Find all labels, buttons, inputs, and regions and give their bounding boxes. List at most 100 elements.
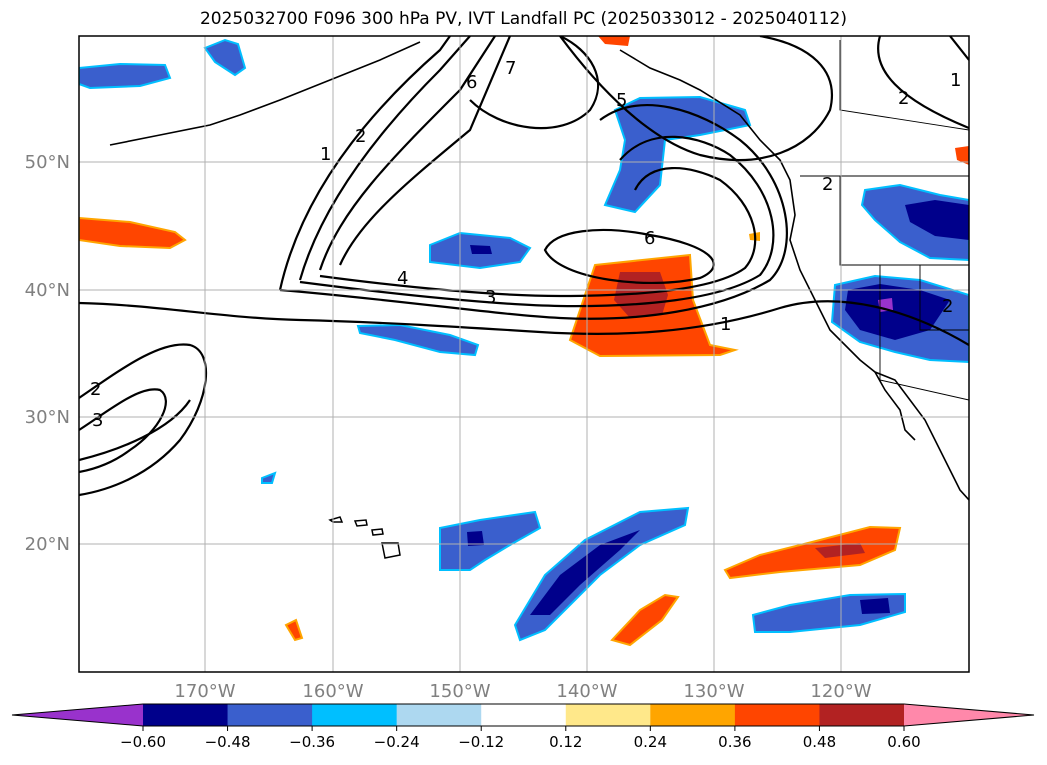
ivt-contours	[79, 36, 969, 497]
colorbar: −0.60 −0.48 −0.36 −0.24 −0.12 0.12 0.24 0.36 0.4…	[11, 703, 1035, 751]
lat-label: 50°N	[25, 152, 70, 173]
contour-labels: 1 2 6 7 5 1 2 6 4 3 1 2 2 3 2	[90, 58, 961, 431]
negative-anomaly-patch	[356, 323, 480, 357]
contour-label: 1	[320, 144, 331, 165]
lon-label: 170°W	[174, 681, 235, 702]
negative-anomaly-patch	[261, 471, 277, 484]
colorbar-tick-label: −0.60	[120, 733, 166, 751]
colorbar-tick-label: 0.12	[549, 733, 582, 751]
lon-label: 120°W	[810, 681, 871, 702]
colorbar-tick-label: 0.48	[803, 733, 836, 751]
colorbar-box	[481, 704, 567, 726]
lon-label: 130°W	[683, 681, 744, 702]
latitude-labels: 50°N 40°N 30°N 20°N	[25, 152, 70, 555]
colorbar-tick-label: −0.36	[289, 733, 335, 751]
island	[381, 542, 401, 559]
contour-line	[79, 399, 191, 462]
map-area: 1 2 6 7 5 1 2 6 4 3 1 2 2 3 2	[79, 36, 969, 672]
contour-label: 2	[942, 296, 953, 317]
colorbar-tick-label: −0.48	[205, 733, 251, 751]
contour-label: 1	[720, 314, 731, 335]
contour-line	[278, 36, 451, 291]
contour-label: 5	[616, 90, 627, 111]
contour-line	[543, 228, 715, 285]
colorbar-box	[734, 704, 820, 726]
contour-label: 2	[898, 88, 909, 109]
colorbar-extend-max	[904, 704, 1034, 726]
positive-anomaly-patch	[598, 36, 630, 46]
graticule	[79, 36, 969, 672]
lon-label: 140°W	[556, 681, 617, 702]
positive-anomaly-patch	[79, 216, 187, 250]
colorbar-box	[565, 704, 651, 726]
colorbar-tick-label: 0.24	[634, 733, 667, 751]
contour-label: 4	[397, 268, 408, 289]
colorbar-tick-label: −0.24	[374, 733, 420, 751]
contour-line	[949, 36, 969, 61]
contour-line	[79, 343, 208, 497]
contour-label: 3	[485, 287, 496, 308]
contour-label: 1	[950, 70, 961, 91]
contour-line	[319, 166, 757, 298]
colorbar-box	[396, 704, 482, 726]
state-borders	[839, 40, 969, 401]
positive-anomaly-patch	[723, 525, 902, 580]
lat-label: 40°N	[25, 280, 70, 301]
contour-line	[298, 36, 471, 281]
colorbar-box	[312, 704, 398, 726]
map-frame	[78, 35, 970, 673]
negative-anomaly-core	[530, 530, 640, 615]
negative-anomaly-patch	[79, 62, 172, 90]
contour-line	[559, 36, 833, 162]
positive-anomaly-core	[815, 543, 865, 558]
political-borders	[800, 40, 969, 401]
island	[371, 528, 384, 536]
negative-anomaly-core	[470, 245, 492, 254]
negative-anomaly-core	[860, 598, 890, 614]
colorbar-extend-min	[12, 704, 143, 726]
lon-label: 150°W	[429, 681, 490, 702]
colorbar-tick-label: 0.60	[887, 733, 920, 751]
negative-anomaly-patch	[203, 38, 247, 77]
negative-anomaly-patch	[439, 510, 542, 571]
positive-anomaly-patch	[610, 593, 680, 647]
contour-label: 3	[92, 410, 103, 431]
contour-label: 2	[822, 174, 833, 195]
coastline-baja	[874, 371, 916, 441]
colorbar-tick-label: 0.36	[718, 733, 751, 751]
contour-line	[338, 36, 512, 266]
contour-line	[279, 104, 788, 320]
island	[353, 519, 368, 527]
colorbar-tick-label: −0.12	[458, 733, 504, 751]
island	[328, 516, 344, 523]
coastline-north-america	[619, 49, 969, 501]
lat-label: 20°N	[25, 534, 70, 555]
contour-line	[79, 300, 969, 346]
negative-anomaly-core	[467, 531, 484, 546]
positive-anomaly-patch	[284, 618, 304, 642]
contour-label: 6	[466, 72, 477, 93]
coastline-alaska	[109, 41, 421, 146]
contour-label: 6	[644, 228, 655, 249]
hawaii-islands	[328, 516, 401, 559]
negative-anomaly-core	[905, 200, 969, 240]
map-title: 2025032700 F096 300 hPa PV, IVT Landfall…	[199, 9, 847, 29]
negative-anomaly-patch	[513, 506, 690, 642]
colorbar-box	[143, 704, 229, 726]
contour-line	[469, 36, 600, 130]
positive-anomaly-patch	[955, 146, 969, 165]
coastlines	[109, 41, 969, 501]
colorbar-box	[819, 704, 905, 726]
lat-label: 30°N	[25, 407, 70, 428]
contour-line	[299, 135, 775, 308]
contour-line	[318, 36, 496, 271]
lon-label: 160°W	[302, 681, 363, 702]
longitude-labels: 170°W 160°W 150°W 140°W 130°W 120°W	[174, 681, 871, 702]
colorbar-box	[227, 704, 313, 726]
colorbar-box	[650, 704, 736, 726]
contour-label: 2	[355, 126, 366, 147]
contour-label: 7	[505, 58, 516, 79]
contour-line	[79, 388, 167, 474]
contour-line	[877, 36, 969, 130]
